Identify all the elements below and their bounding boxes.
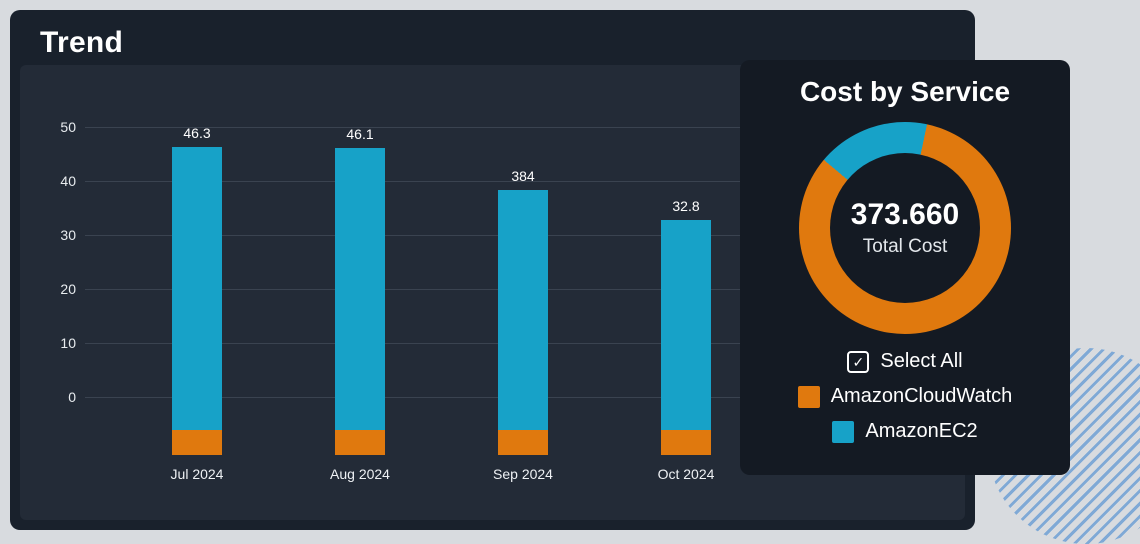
trend-plot: 50 40 30 20 10 0 46.3 Jul 2024 46.1 Aug 2024 384 Se… [20, 65, 965, 520]
bar-value-label: 46.3 [183, 125, 211, 141]
total-cost-value: 373.660 [850, 198, 960, 231]
x-axis-label: Oct 2024 [657, 466, 715, 482]
cloudwatch-swatch [797, 385, 820, 408]
donut-hole: 373.660 Total Cost [830, 153, 980, 303]
cost-legend: ✓ Select All AmazonCloudWatch AmazonEC2 [797, 350, 1013, 443]
check-icon: ✓ [852, 353, 865, 370]
ec2-swatch [832, 420, 855, 443]
select-all-label: Select All [880, 350, 963, 372]
y-axis-tick-label: 0 [68, 389, 76, 405]
y-axis-tick-label: 20 [60, 281, 76, 297]
legend-select-all[interactable]: ✓ Select All [847, 350, 963, 373]
cost-card-title: Cost by Service [799, 76, 1011, 107]
cost-donut-chart: 373.660 Total Cost [799, 122, 1011, 334]
total-cost-label: Total Cost [862, 236, 948, 257]
trend-title: Trend [40, 26, 124, 59]
bar-segment-amazonec2[interactable] [661, 220, 711, 430]
bar-segment-amazonec2[interactable] [335, 148, 385, 430]
bar-segment-amazoncloudwatch[interactable] [498, 430, 548, 455]
gridline [85, 181, 950, 182]
x-axis-label: Aug 2024 [330, 466, 390, 482]
legend-item-amazonec2[interactable]: AmazonEC2 [832, 420, 978, 443]
bar-segment-amazoncloudwatch[interactable] [661, 430, 711, 455]
y-axis-tick-label: 10 [60, 335, 76, 351]
bar-segment-amazoncloudwatch[interactable] [335, 430, 385, 455]
y-axis-tick-label: 30 [60, 227, 76, 243]
bar-value-label: 384 [511, 168, 535, 184]
bar-segment-amazoncloudwatch[interactable] [172, 430, 222, 455]
gridline [85, 127, 950, 128]
x-axis-label: Jul 2024 [170, 466, 224, 482]
select-all-checkbox[interactable]: ✓ [847, 350, 870, 373]
bar-value-label: 46.1 [346, 126, 374, 142]
cloudwatch-label: AmazonCloudWatch [830, 385, 1013, 407]
bar-segment-amazonec2[interactable] [498, 190, 548, 430]
y-axis-tick-label: 50 [60, 119, 76, 135]
y-axis-tick-label: 40 [60, 173, 76, 189]
legend-item-amazoncloudwatch[interactable]: AmazonCloudWatch [797, 385, 1013, 408]
bar-value-label: 32.8 [672, 198, 700, 214]
x-axis-label: Sep 2024 [493, 466, 553, 482]
ec2-label: AmazonEC2 [865, 420, 978, 442]
cost-by-service-card: Cost by Service 373.660 Total Cost ✓ Sel… [740, 60, 1070, 475]
bar-segment-amazonec2[interactable] [172, 147, 222, 430]
